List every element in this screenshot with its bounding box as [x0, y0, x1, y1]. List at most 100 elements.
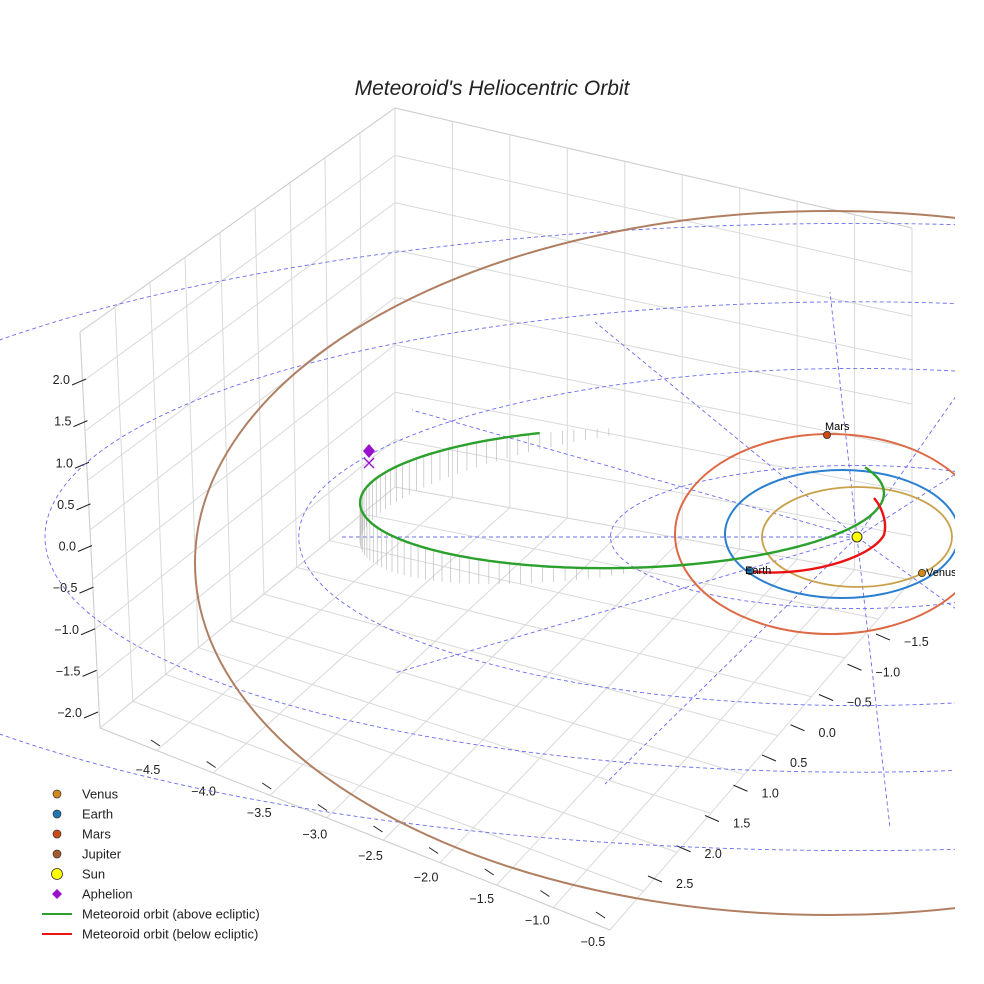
- grid-line: [552, 569, 855, 908]
- y-tick-mark: [704, 815, 720, 822]
- aphelion-projection-marker: [363, 457, 375, 469]
- mars-label: Mars: [825, 421, 850, 433]
- reference-ring: [0, 223, 955, 851]
- y-tick-mark: [676, 845, 691, 853]
- grid-line: [165, 673, 678, 853]
- reference-ring: [610, 465, 955, 609]
- y-tick-label: −1.5: [904, 635, 929, 649]
- x-tick-label: −3.5: [247, 806, 272, 820]
- reference-spoke: [856, 536, 955, 609]
- x-tick-mark: [373, 825, 383, 833]
- x-tick-label: −1.0: [525, 914, 550, 928]
- z-tick-label: 1.0: [56, 456, 73, 470]
- grid-line: [326, 527, 626, 819]
- z-tick-mark: [73, 420, 88, 428]
- grid-line: [263, 593, 778, 737]
- legend-marker: [52, 829, 62, 839]
- x-tick-label: −0.5: [581, 935, 606, 949]
- grid-line: [496, 558, 798, 886]
- venus-marker: [918, 569, 927, 578]
- grid-line: [132, 700, 644, 892]
- x-tick-label: −2.5: [358, 849, 383, 863]
- legend-marker: [52, 789, 62, 799]
- legend-label: Venus: [82, 787, 119, 802]
- grid-line: [87, 249, 396, 481]
- z-tick-mark: [71, 378, 87, 386]
- z-tick-label: 1.5: [54, 415, 71, 429]
- y-tick-label: 2.5: [676, 877, 693, 891]
- z-tick-mark: [74, 461, 90, 469]
- grid-line: [114, 307, 134, 702]
- meteoroid-orbit-below: [749, 497, 887, 574]
- legend-label: Meteoroid orbit (below ecliptic): [82, 927, 258, 942]
- z-tick-label: 0.0: [59, 540, 76, 554]
- grid-line: [94, 391, 396, 630]
- legend-label: Mars: [82, 827, 111, 842]
- legend-entry: Meteoroid orbit (above ecliptic): [42, 907, 260, 922]
- z-tick-mark: [82, 669, 97, 677]
- grid-line: [230, 620, 745, 775]
- back-pane: [395, 108, 912, 580]
- x-tick-label: −3.0: [303, 828, 328, 842]
- grid-line: [219, 232, 232, 621]
- y-tick-label: −0.5: [847, 696, 872, 710]
- legend-entry: Sun: [51, 867, 105, 882]
- venus-orbit: [761, 486, 953, 588]
- legend-entry: Aphelion: [52, 887, 133, 902]
- axis-ticks: 2.01.51.00.50.0−0.5−1.0−1.5−2.0−4.5−4.0−…: [53, 373, 929, 949]
- axis-edge: [79, 107, 396, 333]
- grid-line: [84, 202, 396, 432]
- x-tick-mark: [595, 911, 606, 919]
- mars-marker: [823, 430, 832, 439]
- grid-line: [324, 157, 330, 541]
- jupiter-orbit: [194, 210, 955, 916]
- legend-label: Earth: [82, 807, 113, 822]
- grid-line: [254, 207, 265, 595]
- legend-label: Sun: [82, 867, 105, 882]
- x-tick-mark: [317, 804, 328, 811]
- y-tick-label: 0.5: [790, 756, 807, 770]
- legend-label: Jupiter: [82, 847, 122, 862]
- reference-ring: [298, 368, 955, 706]
- legend: Venus Earth Mars Jupiter Sun Aphelion Meteoroi…: [42, 787, 260, 942]
- meteoroid-orbit-above: [358, 431, 886, 570]
- grid-line: [149, 282, 167, 675]
- legend-marker: [52, 889, 62, 899]
- earth-label: Earth: [745, 565, 771, 577]
- earth-marker: [746, 567, 755, 576]
- y-tick-label: 0.0: [819, 726, 836, 740]
- legend-label: Aphelion: [82, 887, 133, 902]
- reference-spoke: [829, 291, 858, 538]
- z-tick-mark: [76, 503, 91, 511]
- y-tick-mark: [647, 875, 663, 883]
- y-tick-label: 1.0: [762, 786, 779, 800]
- axis-edge: [394, 107, 913, 229]
- chart-title: Meteoroid's Heliocentric Orbit: [355, 77, 631, 100]
- aphelion-marker: [363, 444, 375, 458]
- legend-entry: Meteoroid orbit (below ecliptic): [42, 927, 258, 942]
- grid-line: [359, 132, 363, 514]
- legend-entry: Venus: [52, 787, 119, 802]
- grid-line: [99, 486, 396, 729]
- grid-line: [394, 297, 913, 405]
- reference-spoke: [394, 536, 858, 674]
- z-tick-label: 2.0: [53, 373, 70, 387]
- x-tick-mark: [540, 890, 550, 897]
- y-tick-mark: [790, 724, 805, 732]
- x-tick-label: −2.0: [414, 871, 439, 885]
- legend-label: Meteoroid orbit (above ecliptic): [82, 907, 260, 922]
- legend-marker: [52, 849, 62, 859]
- y-tick-label: 1.5: [733, 817, 750, 831]
- x-tick-mark: [428, 847, 439, 854]
- y-tick-mark: [761, 754, 777, 762]
- grid-line: [362, 513, 879, 620]
- grid-line: [296, 566, 812, 698]
- x-tick-mark: [261, 782, 272, 790]
- axis-edge: [99, 727, 611, 931]
- grid-line: [394, 154, 913, 273]
- z-tick-label: −2.0: [57, 706, 82, 720]
- legend-marker: [51, 868, 63, 880]
- grid-line: [394, 486, 913, 581]
- legend-entry: Mars: [52, 827, 111, 842]
- grid-line: [329, 540, 845, 659]
